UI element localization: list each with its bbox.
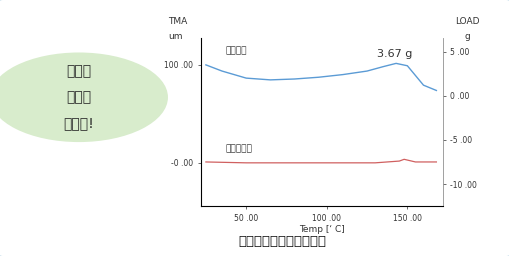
Text: フィルムの収縮応力測定: フィルムの収縮応力測定	[239, 236, 326, 248]
Text: LOAD: LOAD	[456, 17, 480, 26]
Text: um: um	[168, 32, 182, 41]
Text: 収縮応力: 収縮応力	[225, 46, 247, 55]
Text: TMA: TMA	[168, 17, 187, 26]
Circle shape	[0, 52, 168, 142]
Text: 測定が: 測定が	[66, 90, 92, 104]
Text: こんな: こんな	[66, 65, 92, 79]
Text: できる!: できる!	[64, 116, 94, 130]
Text: 試料の変位: 試料の変位	[225, 144, 252, 153]
Text: g: g	[465, 32, 470, 41]
X-axis label: Temp [‘ C]: Temp [‘ C]	[299, 226, 345, 234]
Text: 3.67 g: 3.67 g	[377, 49, 412, 59]
